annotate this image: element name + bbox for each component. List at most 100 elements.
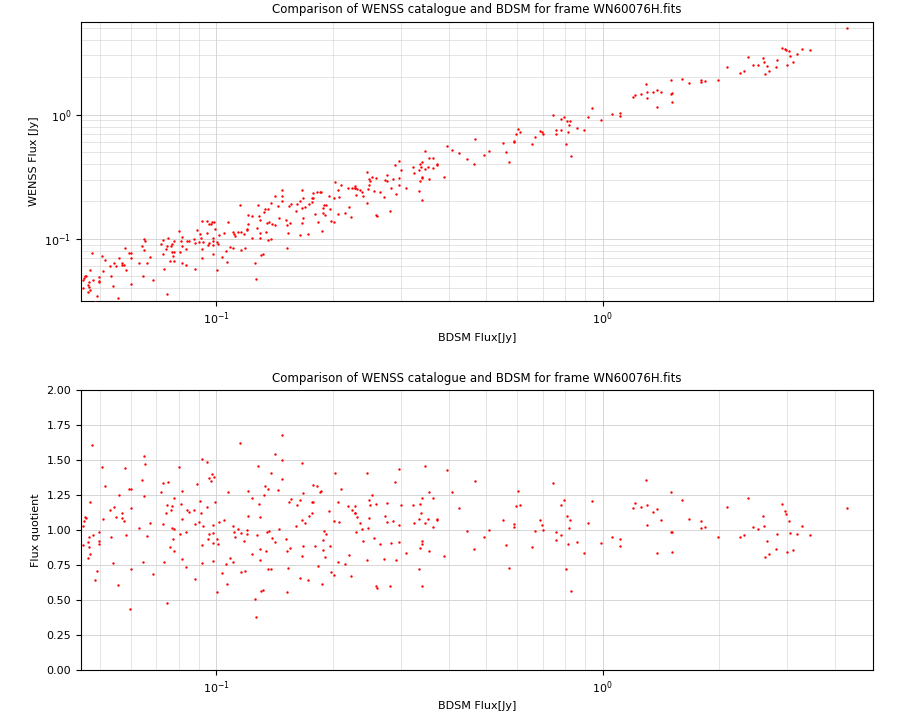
Point <box>160 240 175 251</box>
Point <box>249 222 264 233</box>
Point <box>238 564 252 576</box>
Point <box>294 514 309 526</box>
Point <box>412 513 427 525</box>
Point <box>675 73 689 85</box>
Point <box>188 238 202 249</box>
Point <box>719 502 733 513</box>
Point <box>782 527 796 539</box>
Point <box>86 529 101 541</box>
Point <box>477 150 491 161</box>
Point <box>496 515 510 526</box>
Point <box>83 264 97 275</box>
Point <box>502 562 517 574</box>
Point <box>256 248 271 260</box>
Point <box>104 531 118 543</box>
Point <box>369 582 383 593</box>
Point <box>214 567 229 579</box>
Point <box>119 264 133 276</box>
Point <box>332 191 347 202</box>
Point <box>83 496 97 508</box>
Point <box>781 515 796 526</box>
Point <box>186 233 201 245</box>
Point <box>613 534 627 545</box>
Point <box>159 243 174 255</box>
Point <box>240 528 255 540</box>
Point <box>166 256 181 267</box>
Title: Comparison of WENSS catalogue and BDSM for frame WN60076H.fits: Comparison of WENSS catalogue and BDSM f… <box>272 372 682 385</box>
Point <box>561 539 575 550</box>
Point <box>275 454 290 466</box>
Point <box>194 232 208 243</box>
X-axis label: BDSM Flux[Jy]: BDSM Flux[Jy] <box>437 701 517 711</box>
Point <box>293 195 308 207</box>
Point <box>613 109 627 121</box>
Point <box>369 580 383 592</box>
Point <box>605 531 619 543</box>
Point <box>135 271 149 282</box>
Point <box>525 541 539 552</box>
Point <box>112 489 126 500</box>
Point <box>362 495 376 506</box>
Point <box>626 91 640 103</box>
Point <box>639 78 653 90</box>
Point <box>664 96 679 107</box>
Point <box>429 513 444 525</box>
Point <box>208 497 222 508</box>
Point <box>257 480 272 492</box>
Point <box>562 522 576 534</box>
Point <box>118 243 132 254</box>
Point <box>570 122 584 134</box>
Point <box>160 289 175 300</box>
Point <box>158 264 172 275</box>
Point <box>380 175 394 186</box>
Point <box>778 508 793 520</box>
Point <box>711 531 725 542</box>
Point <box>332 516 347 528</box>
Point <box>232 199 247 211</box>
Point <box>310 186 324 198</box>
Point <box>56 556 70 567</box>
Point <box>251 460 266 472</box>
Point <box>439 464 454 476</box>
Point <box>314 186 328 197</box>
Point <box>301 228 315 240</box>
Point <box>328 467 342 479</box>
Point <box>180 504 194 516</box>
Point <box>234 528 248 539</box>
Point <box>167 235 182 247</box>
Point <box>274 474 289 485</box>
Point <box>634 89 648 100</box>
Point <box>570 536 584 548</box>
Point <box>762 66 777 77</box>
Point <box>420 161 435 173</box>
Point <box>327 216 341 228</box>
Point <box>353 184 367 196</box>
Point <box>580 518 595 529</box>
Point <box>240 223 255 235</box>
Point <box>331 557 346 568</box>
Point <box>174 235 188 246</box>
Point <box>166 523 181 535</box>
Point <box>789 48 804 60</box>
Point <box>781 45 796 57</box>
Point <box>251 199 266 211</box>
Point <box>289 520 303 531</box>
Point <box>182 235 196 247</box>
Point <box>362 179 376 191</box>
Point <box>694 77 708 89</box>
Point <box>166 545 181 557</box>
Point <box>200 456 214 468</box>
Point <box>293 494 308 505</box>
Point <box>757 552 771 563</box>
Point <box>76 274 91 286</box>
Point <box>85 247 99 258</box>
Point <box>331 496 346 508</box>
Point <box>536 128 550 140</box>
Point <box>392 536 407 548</box>
Point <box>317 525 331 536</box>
Point <box>778 505 792 517</box>
Point <box>782 50 796 61</box>
Point <box>405 499 419 510</box>
Point <box>554 529 569 541</box>
Point <box>345 504 359 516</box>
